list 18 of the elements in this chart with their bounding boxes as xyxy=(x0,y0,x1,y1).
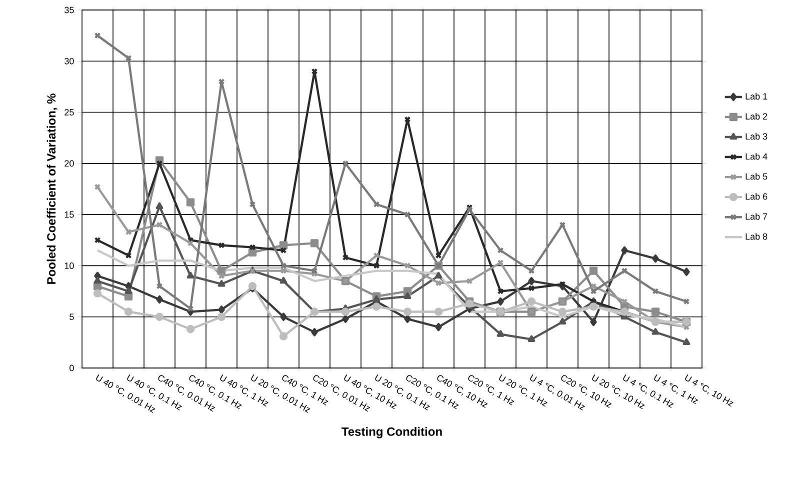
y-tick-label: 35 xyxy=(64,6,74,14)
legend-label: Lab 2 xyxy=(746,112,768,120)
legend-label: Lab 1 xyxy=(746,92,768,100)
y-tick-label: 20 xyxy=(64,160,74,167)
legend-label: Lab 5 xyxy=(746,173,768,180)
y-tick-label: 15 xyxy=(64,211,74,218)
y-tick-label: 10 xyxy=(64,262,74,269)
y-axis-title: Pooled Coefficient of Variation, % xyxy=(46,94,58,284)
legend-label: Lab 6 xyxy=(746,193,768,200)
legend-label: Lab 4 xyxy=(746,153,768,160)
y-tick-label: 0 xyxy=(70,364,74,372)
y-tick-label: 30 xyxy=(64,58,74,64)
legend-label: Lab 7 xyxy=(746,213,768,220)
y-tick-label: 5 xyxy=(70,314,74,320)
x-axis-title: Testing Condition xyxy=(342,427,442,438)
legend-label: Lab 8 xyxy=(746,233,768,240)
y-tick-label: 25 xyxy=(64,109,74,116)
legend-label: Lab 3 xyxy=(746,132,768,140)
